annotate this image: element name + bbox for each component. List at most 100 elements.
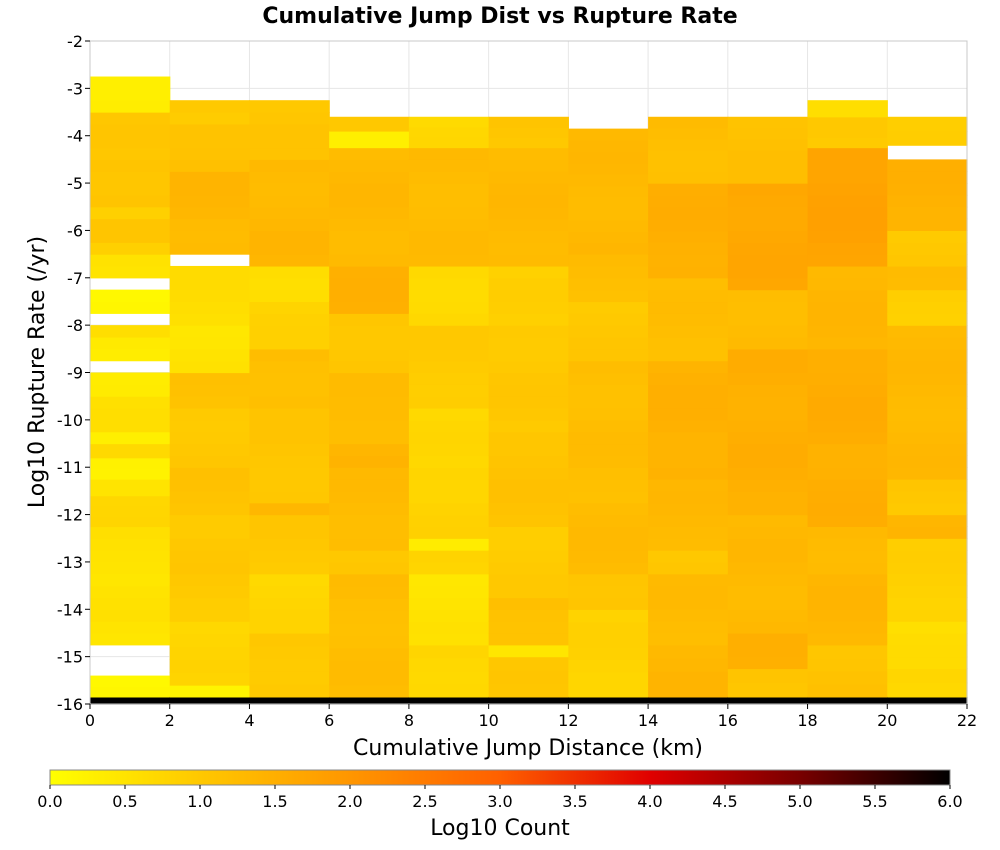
heatmap-cell — [90, 289, 171, 303]
heatmap-cell — [408, 396, 490, 409]
heatmap-cell — [488, 230, 569, 243]
heatmap-cell — [488, 502, 569, 516]
heatmap-cell — [329, 130, 410, 149]
heatmap-cell — [169, 277, 251, 291]
heatmap-cell — [90, 479, 171, 497]
heatmap-cell — [887, 561, 968, 575]
heatmap-cell — [329, 419, 410, 433]
heatmap-cell — [249, 159, 330, 172]
heatmap-cell — [329, 561, 410, 575]
heatmap-cell — [727, 455, 809, 468]
heatmap-cell — [329, 467, 410, 480]
heatmap-cell — [169, 633, 251, 648]
heatmap-cell — [249, 490, 330, 504]
heatmap-cell — [807, 230, 888, 243]
heatmap-cell — [887, 632, 968, 646]
heatmap-cell — [727, 230, 809, 243]
heatmap-cell — [169, 696, 251, 705]
heatmap-cell — [648, 696, 729, 705]
heatmap-cell — [568, 490, 649, 504]
heatmap-cell — [329, 479, 410, 492]
heatmap-cell — [807, 502, 888, 516]
heatmap-cell — [807, 443, 888, 456]
heatmap-cell — [727, 301, 809, 314]
heatmap-cell — [727, 550, 809, 563]
heatmap-cell — [408, 127, 490, 138]
heatmap-cell — [249, 348, 330, 362]
heatmap-cell — [169, 183, 251, 196]
heatmap-cell — [169, 646, 251, 661]
heatmap-cell — [169, 313, 251, 326]
heatmap-cell — [329, 573, 410, 587]
heatmap-cell — [408, 265, 490, 279]
colorbar-ticks: 0.0 0.5 1.0 1.5 2.0 2.5 3.0 3.5 4.0 4.5 5.0 5.5 6.0 — [37, 785, 963, 811]
x-tick-label: 22 — [957, 711, 977, 730]
heatmap-cell — [90, 183, 171, 196]
heatmap-cell — [169, 490, 251, 504]
heatmap-cell — [249, 609, 330, 622]
y-tick-label: -11 — [57, 458, 83, 477]
heatmap-cell — [568, 396, 649, 409]
heatmap-cell — [488, 550, 569, 563]
heatmap-cell — [249, 254, 330, 267]
heatmap-cell — [90, 526, 171, 539]
heatmap-cell — [807, 561, 888, 575]
x-tick-label: 20 — [877, 711, 897, 730]
heatmap-cell — [488, 159, 569, 172]
heatmap-cell — [488, 526, 569, 539]
y-tick-label: -16 — [57, 695, 83, 714]
heatmap-cell — [329, 550, 410, 563]
heatmap-cell — [807, 467, 888, 480]
heatmap-cell — [249, 696, 330, 705]
heatmap-cell — [169, 479, 251, 492]
heatmap-cell — [727, 431, 809, 445]
heatmap-cell — [408, 683, 490, 698]
heatmap-cell — [488, 183, 569, 196]
heatmap-cell — [329, 325, 410, 338]
heatmap-cell — [488, 573, 569, 587]
heatmap-cell — [90, 336, 171, 350]
heatmap-cell — [568, 621, 649, 635]
heatmap-cell — [807, 218, 888, 232]
heatmap-cell — [329, 230, 410, 243]
heatmap-cell — [249, 242, 330, 255]
y-axis-ticks: -2 -3 -4 -5 -6 -7 -8 -9 -10 -11 -12 -13 -14 -15 -16 — [57, 32, 90, 714]
heatmap-cell — [169, 100, 251, 113]
heatmap-cell — [887, 538, 968, 551]
heatmap-cell — [568, 573, 649, 587]
heatmap-cell — [727, 538, 809, 551]
heatmap-cell — [408, 490, 490, 504]
heatmap-cell — [568, 585, 649, 599]
heatmap-cell — [169, 573, 251, 587]
heatmap-cell — [329, 183, 410, 196]
heatmap-cell — [169, 325, 251, 338]
heatmap-cell — [329, 218, 410, 232]
heatmap-cell — [648, 206, 729, 220]
y-tick-label: -14 — [57, 600, 83, 619]
heatmap-cell — [807, 455, 888, 468]
heatmap-cell — [169, 194, 251, 208]
heatmap-cell — [408, 289, 490, 303]
colorbar-tick-label: 0.0 — [37, 792, 62, 811]
heatmap-cell — [568, 325, 649, 338]
heatmap-cell — [169, 242, 251, 255]
heatmap-cell — [807, 194, 888, 208]
heatmap-cell — [249, 408, 330, 421]
heatmap-cell — [727, 289, 809, 303]
heatmap-cell — [249, 135, 330, 149]
heatmap-cell — [408, 348, 490, 362]
heatmap-cell — [408, 561, 490, 575]
colorbar-label: Log10 Count — [430, 816, 570, 841]
heatmap-cell — [329, 659, 410, 673]
heatmap-cell — [727, 467, 809, 480]
heatmap-cell — [807, 621, 888, 634]
y-tick-label: -7 — [67, 269, 83, 288]
heatmap-cell — [249, 313, 330, 326]
heatmap-cell — [169, 336, 251, 350]
heatmap-cell — [329, 277, 410, 291]
heatmap-cell — [169, 467, 251, 480]
colorbar-tick-label: 5.5 — [862, 792, 887, 811]
heatmap-cell — [408, 408, 490, 421]
heatmap-cell — [90, 419, 171, 433]
heatmap-cell — [488, 585, 569, 599]
